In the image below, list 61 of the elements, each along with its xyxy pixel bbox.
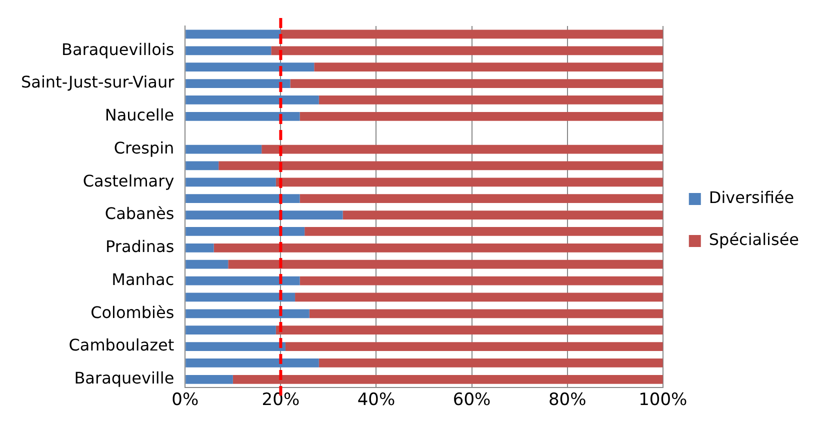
y-tick-label: Crespin	[114, 138, 174, 158]
bar	[186, 292, 296, 302]
bar	[232, 374, 663, 384]
bar	[186, 260, 228, 269]
bar	[186, 46, 272, 56]
y-tick-label: Baraquevillois	[61, 40, 174, 59]
bar	[186, 276, 300, 286]
bar	[262, 144, 663, 154]
bar	[342, 210, 663, 220]
bar	[186, 326, 276, 335]
bar	[186, 210, 343, 220]
bar	[186, 30, 281, 39]
y-tick-label: Baraqueville	[74, 368, 174, 388]
bar	[186, 96, 319, 104]
y-tick-label: Castelmary	[82, 171, 174, 190]
bar	[276, 326, 663, 335]
bar	[309, 309, 663, 318]
bar	[186, 161, 219, 170]
bar	[290, 79, 663, 88]
bar	[300, 112, 663, 121]
bar	[186, 79, 290, 88]
bar	[318, 96, 663, 104]
bar	[186, 374, 233, 384]
bar	[186, 144, 262, 154]
legend-label: Spécialisée	[708, 230, 800, 250]
bar	[186, 342, 286, 351]
x-tick-label: 0%	[172, 390, 199, 410]
y-tick-label: Cabanès	[104, 204, 174, 224]
bar	[314, 62, 663, 72]
bar	[228, 260, 663, 269]
legend-label: Diversifiée	[708, 188, 794, 208]
bar	[186, 243, 214, 252]
bar	[186, 309, 310, 318]
bar	[271, 46, 663, 56]
bar	[186, 227, 305, 236]
bar	[300, 276, 663, 286]
bar	[300, 194, 663, 204]
bar	[186, 194, 300, 204]
y-tick-label: Colombiès	[90, 302, 174, 322]
y-tick-label: Pradinas	[106, 237, 174, 256]
bar	[218, 161, 663, 170]
x-tick-label: 80%	[548, 390, 586, 410]
bar	[214, 243, 663, 252]
bar	[280, 30, 663, 39]
bar	[186, 178, 276, 187]
bar	[304, 227, 663, 236]
bar	[276, 178, 663, 187]
x-tick-label: 100%	[638, 390, 688, 410]
bar	[186, 358, 319, 368]
bar	[186, 112, 300, 121]
x-tick-label: 20%	[262, 390, 300, 410]
bar	[186, 62, 314, 72]
bar	[318, 358, 663, 368]
y-tick-label: Saint-Just-sur-Viaur	[21, 72, 175, 92]
x-tick-label: 40%	[357, 390, 396, 410]
y-tick-label: Naucelle	[104, 106, 174, 125]
x-tick-label: 60%	[452, 390, 491, 410]
y-tick-label: Manhac	[112, 270, 174, 289]
bar	[285, 342, 663, 351]
bar	[295, 292, 663, 302]
y-tick-label: Camboulazet	[68, 336, 174, 355]
